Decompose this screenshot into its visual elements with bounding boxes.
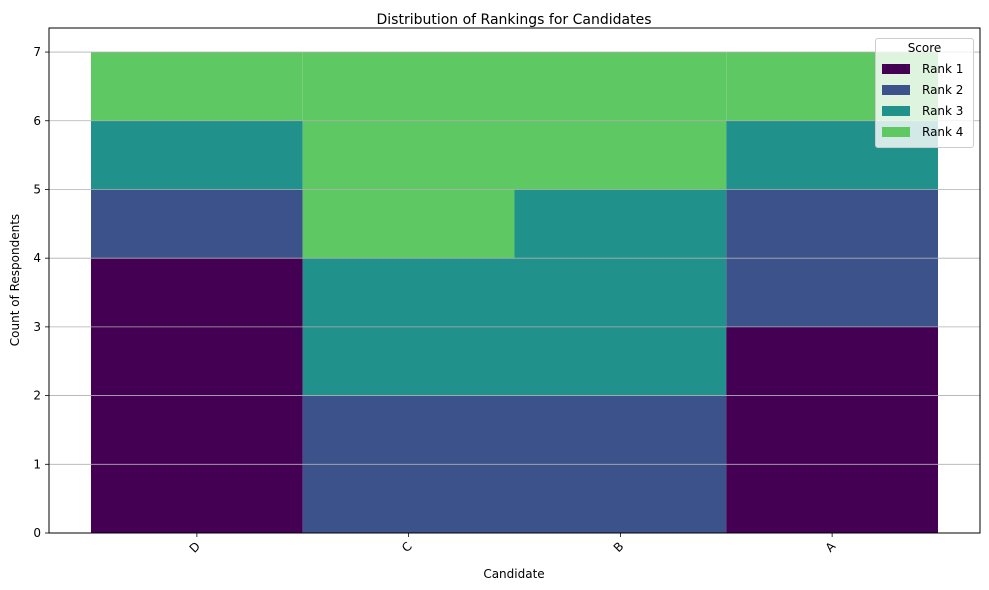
legend-label: Rank 2 [922,83,964,97]
legend-title: Score [907,41,942,55]
bar-D-rank-3 [91,120,303,190]
x-axis-label: Candidate [483,567,544,581]
legend-swatch [882,64,910,74]
legend-item-rank-1: Rank 1 [882,61,963,77]
x-tick-label-B: B [611,539,627,555]
y-tick-label: 7 [33,45,41,59]
chart-title: Distribution of Rankings for Candidates [376,12,651,28]
legend-label: Rank 3 [922,104,964,118]
y-tick-label: 2 [33,389,41,403]
legend-label: Rank 1 [922,62,964,76]
y-axis-label: Count of Respondents [8,214,22,346]
bar-D-rank-4 [91,52,303,121]
legend-label: Rank 4 [922,125,964,139]
bar-D-rank-2 [91,189,303,259]
legend-item-rank-2: Rank 2 [882,82,963,98]
x-tick-label-D: D [187,539,203,555]
legend-item-rank-4: Rank 4 [882,124,963,140]
bar-A-rank-1 [726,326,938,533]
bars-group [91,52,938,533]
x-tick-label-C: C [399,539,415,555]
legend: Score Rank 1 Rank 2 Rank 3 Rank 4 [875,38,974,148]
y-axis-ticks: 0 1 2 3 4 5 6 7 [33,45,49,540]
y-tick-label: 3 [33,320,41,334]
legend-swatch [882,127,910,137]
plot-frame [48,27,981,534]
legend-swatch [882,85,910,95]
x-tick-label-A: A [823,539,839,555]
y-tick-label: 5 [33,182,41,196]
y-tick-label: 6 [33,114,41,128]
y-tick-label: 1 [33,457,41,471]
bar-C-rank-4 [302,52,515,259]
y-tick-label: 0 [33,526,41,540]
legend-swatch [882,106,910,116]
y-tick-label: 4 [33,251,41,265]
bar-B-rank-3 [514,189,727,396]
legend-item-rank-3: Rank 3 [882,103,963,119]
